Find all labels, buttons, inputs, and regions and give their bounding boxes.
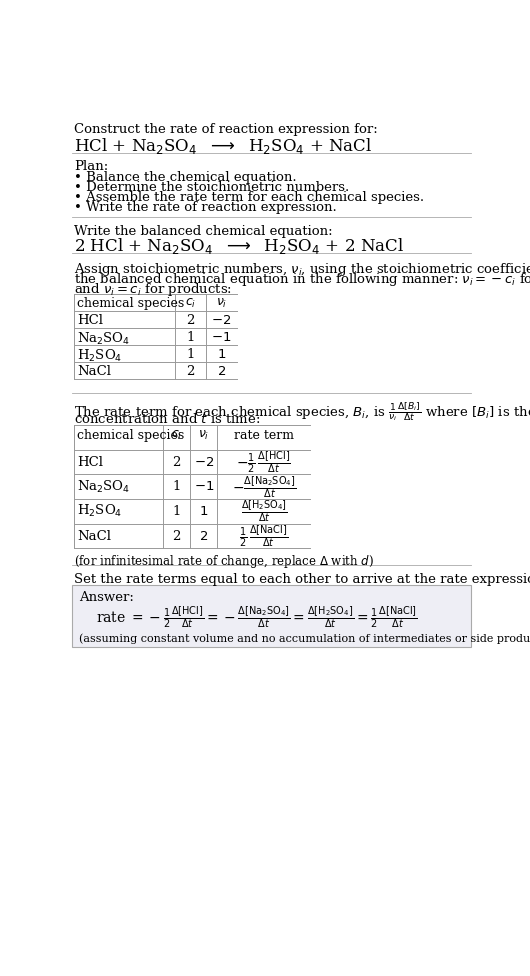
Text: Answer:: Answer: [78, 591, 134, 604]
Text: H$_2$SO$_4$: H$_2$SO$_4$ [77, 504, 122, 519]
Text: $-2$: $-2$ [211, 314, 232, 327]
Text: NaCl: NaCl [77, 365, 111, 378]
Text: 2 HCl + Na$_2$SO$_4$  $\longrightarrow$  H$_2$SO$_4$ + 2 NaCl: 2 HCl + Na$_2$SO$_4$ $\longrightarrow$ H… [74, 236, 404, 257]
Text: HCl: HCl [77, 314, 103, 327]
Text: Assign stoichiometric numbers, $\nu_i$, using the stoichiometric coefficients, $: Assign stoichiometric numbers, $\nu_i$, … [74, 262, 530, 278]
Text: $\frac{1}{2}\,\frac{\Delta[\mathrm{NaCl}]}{\Delta t}$: $\frac{1}{2}\,\frac{\Delta[\mathrm{NaCl}… [240, 523, 288, 549]
Text: H$_2$SO$_4$: H$_2$SO$_4$ [77, 348, 122, 364]
Text: Construct the rate of reaction expression for:: Construct the rate of reaction expressio… [74, 123, 378, 137]
Text: $-\frac{\Delta[\mathrm{Na_2SO_4}]}{\Delta t}$: $-\frac{\Delta[\mathrm{Na_2SO_4}]}{\Delt… [232, 474, 296, 500]
Text: rate $= -\frac{1}{2}\frac{\Delta[\mathrm{HCl}]}{\Delta t} = -\frac{\Delta[\mathr: rate $= -\frac{1}{2}\frac{\Delta[\mathrm… [96, 604, 417, 630]
Text: 2: 2 [172, 530, 181, 543]
Text: • Determine the stoichiometric numbers.: • Determine the stoichiometric numbers. [74, 181, 349, 194]
Text: chemical species: chemical species [77, 298, 184, 310]
Text: $\nu_i$: $\nu_i$ [216, 298, 227, 310]
Text: • Balance the chemical equation.: • Balance the chemical equation. [74, 171, 297, 184]
Text: $c_i$: $c_i$ [184, 298, 196, 310]
Text: Na$_2$SO$_4$: Na$_2$SO$_4$ [77, 331, 130, 347]
Text: $2$: $2$ [199, 530, 208, 543]
Text: $-1$: $-1$ [211, 331, 232, 345]
Text: $\nu_i$: $\nu_i$ [198, 429, 209, 442]
Text: NaCl: NaCl [77, 530, 111, 543]
Text: Write the balanced chemical equation:: Write the balanced chemical equation: [74, 224, 333, 238]
Text: rate term: rate term [234, 429, 294, 442]
Text: (assuming constant volume and no accumulation of intermediates or side products): (assuming constant volume and no accumul… [78, 633, 530, 643]
Text: HCl + Na$_2$SO$_4$  $\longrightarrow$  H$_2$SO$_4$ + NaCl: HCl + Na$_2$SO$_4$ $\longrightarrow$ H$_… [74, 136, 372, 155]
Text: (for infinitesimal rate of change, replace $\Delta$ with $d$): (for infinitesimal rate of change, repla… [74, 553, 374, 570]
Text: concentration and $t$ is time:: concentration and $t$ is time: [74, 412, 260, 427]
Text: HCl: HCl [77, 456, 103, 468]
Text: 1: 1 [172, 505, 181, 518]
Text: Na$_2$SO$_4$: Na$_2$SO$_4$ [77, 478, 130, 495]
Text: $-1$: $-1$ [193, 480, 214, 493]
Text: The rate term for each chemical species, $B_i$, is $\frac{1}{\nu_i}\frac{\Delta[: The rate term for each chemical species,… [74, 400, 530, 424]
Text: Set the rate terms equal to each other to arrive at the rate expression:: Set the rate terms equal to each other t… [74, 573, 530, 586]
Text: 2: 2 [186, 365, 195, 378]
Text: $2$: $2$ [217, 365, 226, 378]
Text: 1: 1 [172, 480, 181, 493]
Text: $\frac{\Delta[\mathrm{H_2SO_4}]}{\Delta t}$: $\frac{\Delta[\mathrm{H_2SO_4}]}{\Delta … [241, 499, 287, 524]
Text: • Write the rate of reaction expression.: • Write the rate of reaction expression. [74, 201, 337, 214]
Text: Plan:: Plan: [74, 160, 108, 174]
Text: and $\nu_i = c_i$ for products:: and $\nu_i = c_i$ for products: [74, 281, 232, 298]
Text: $-2$: $-2$ [193, 456, 214, 468]
Text: $1$: $1$ [217, 348, 226, 361]
Text: 2: 2 [172, 456, 181, 468]
Text: $1$: $1$ [199, 505, 208, 518]
Text: 1: 1 [186, 348, 195, 361]
FancyBboxPatch shape [73, 586, 471, 647]
Text: chemical species: chemical species [77, 429, 184, 442]
Text: • Assemble the rate term for each chemical species.: • Assemble the rate term for each chemic… [74, 191, 424, 204]
Text: 1: 1 [186, 331, 195, 345]
Text: 2: 2 [186, 314, 195, 327]
Text: $-\frac{1}{2}\,\frac{\Delta[\mathrm{HCl}]}{\Delta t}$: $-\frac{1}{2}\,\frac{\Delta[\mathrm{HCl}… [236, 449, 292, 475]
Text: $c_i$: $c_i$ [171, 429, 182, 442]
Text: the balanced chemical equation in the following manner: $\nu_i = -c_i$ for react: the balanced chemical equation in the fo… [74, 271, 530, 288]
